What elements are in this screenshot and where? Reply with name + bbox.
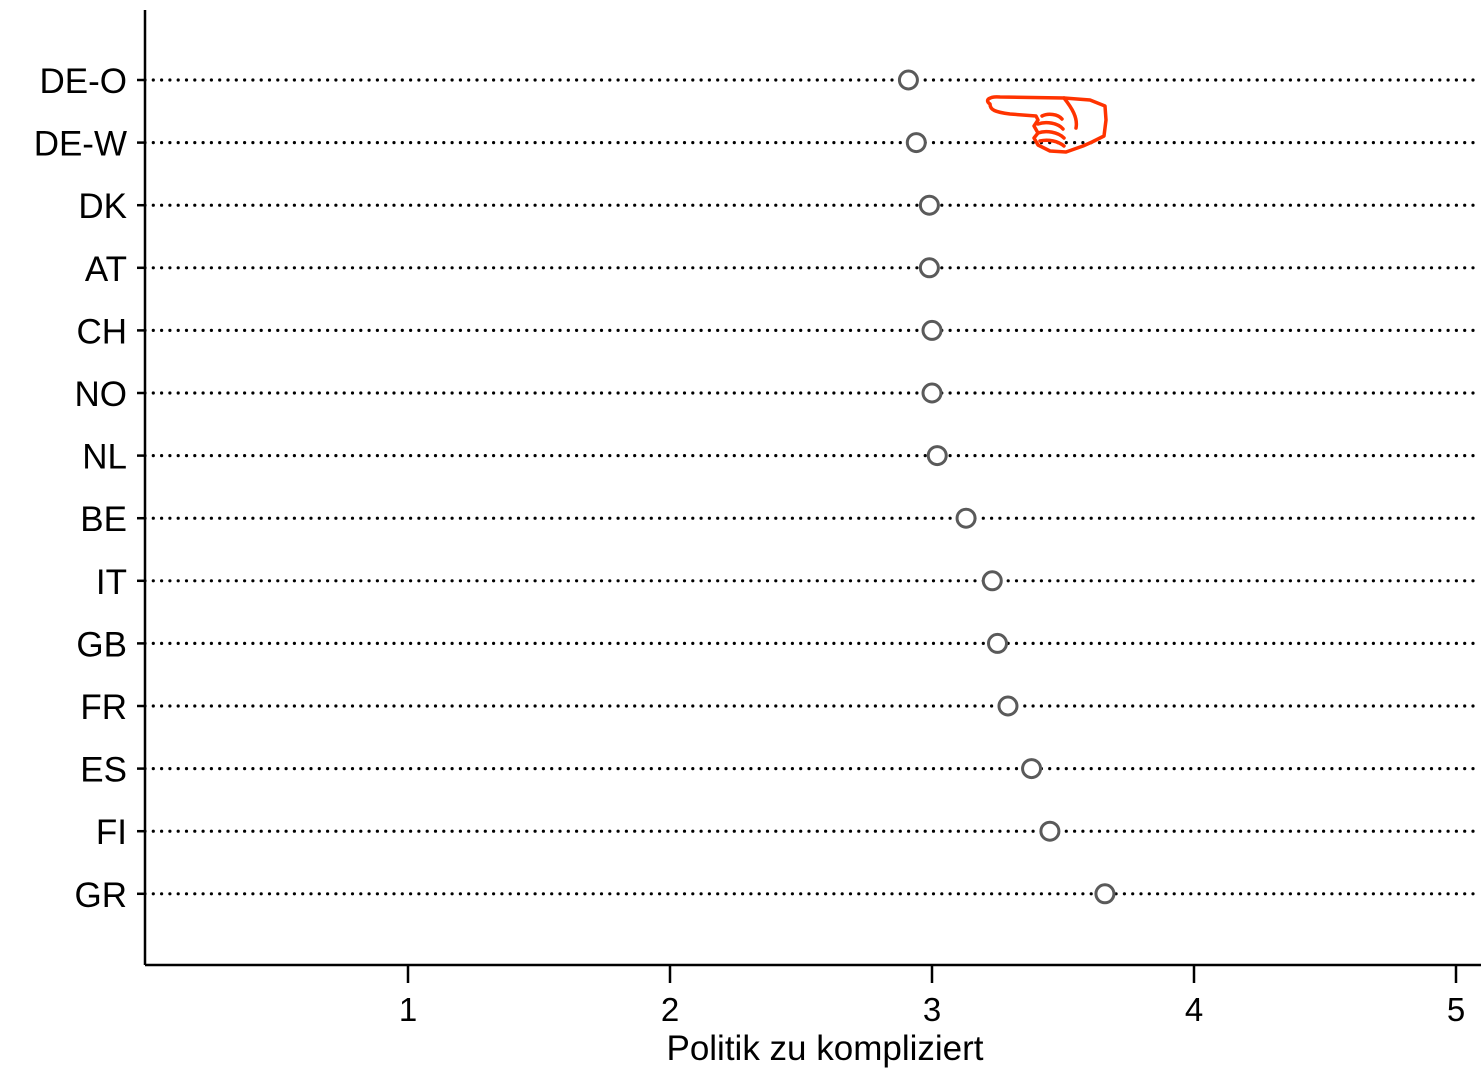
- category-label: GB: [76, 625, 127, 664]
- x-tick-label: 4: [1185, 991, 1203, 1028]
- guide-lines: [137, 78, 1481, 896]
- data-points: [897, 69, 1116, 905]
- category-labels: DE-O DE-W DK AT CH NO NL BE IT GB FR ES FI GR: [34, 62, 127, 915]
- x-ticks: 1 2 3 4 5: [399, 965, 1465, 1028]
- category-label: CH: [76, 312, 127, 351]
- category-label: DE-W: [34, 125, 127, 164]
- category-label: DE-O: [40, 62, 128, 101]
- data-point: [1094, 883, 1116, 905]
- data-point: [918, 194, 940, 216]
- category-label: NL: [82, 438, 127, 477]
- x-tick-label: 5: [1447, 991, 1465, 1028]
- data-point: [997, 695, 1019, 717]
- x-tick-label: 1: [399, 991, 417, 1028]
- axes: [143, 10, 1481, 967]
- category-label: NO: [75, 375, 128, 414]
- category-label: IT: [96, 563, 127, 602]
- x-axis-title: Politik zu kompliziert: [666, 1029, 983, 1068]
- data-point: [918, 257, 940, 279]
- category-label: AT: [85, 250, 127, 289]
- x-tick-label: 3: [923, 991, 941, 1028]
- data-point: [897, 69, 919, 91]
- category-label: GR: [75, 876, 128, 915]
- data-point: [921, 382, 943, 404]
- category-label: FR: [80, 688, 127, 727]
- data-point: [987, 632, 1008, 654]
- data-point: [905, 132, 927, 154]
- category-label: BE: [80, 500, 127, 539]
- pointing-hand-icon: [985, 95, 1108, 154]
- data-point: [1021, 758, 1043, 780]
- x-tick-label: 2: [661, 991, 679, 1028]
- data-point: [921, 319, 943, 341]
- data-point: [1039, 820, 1061, 842]
- category-label: DK: [78, 187, 127, 226]
- category-label: FI: [96, 813, 127, 852]
- data-point: [955, 507, 977, 529]
- data-point: [926, 445, 948, 467]
- data-point: [981, 570, 1003, 592]
- category-label: ES: [80, 751, 127, 790]
